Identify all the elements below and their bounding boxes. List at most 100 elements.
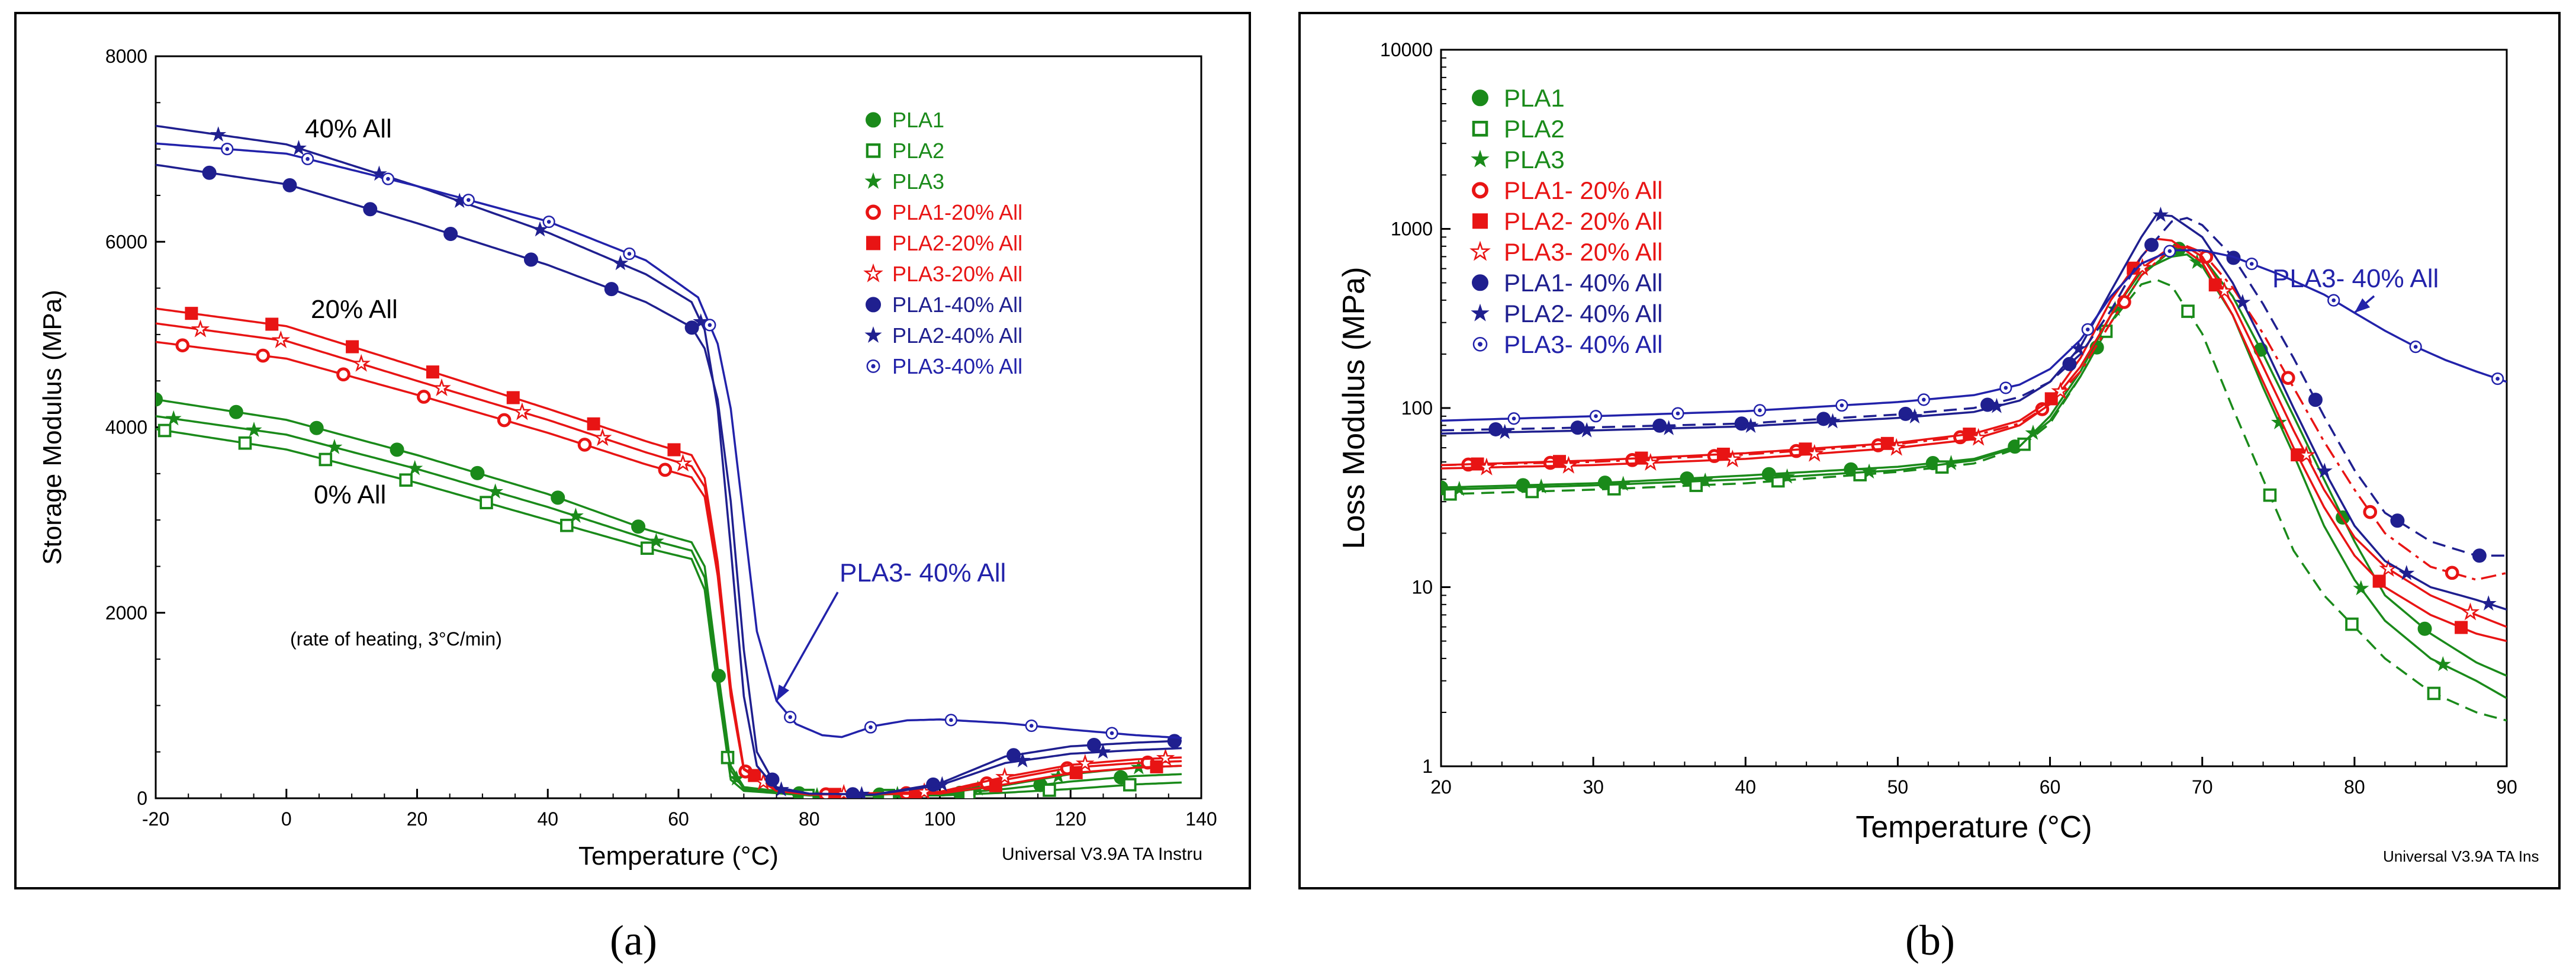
x-tick-label: -20	[142, 808, 169, 830]
series-pla3-40-all-point-dot	[2331, 298, 2336, 303]
series-pla2-point	[2345, 617, 2359, 631]
x-tick-label: 40	[537, 808, 558, 830]
series-pla2-40-all-point	[853, 786, 870, 798]
series-pla3-40-all-point-dot	[1758, 408, 1762, 413]
series-pla3-40-all-point-dot	[2167, 249, 2172, 253]
series-pla3-point	[567, 508, 584, 523]
series-pla1-40-all-point	[363, 202, 378, 217]
series-pla2-20-all-point	[346, 340, 359, 354]
y-tick-label: 8000	[105, 46, 147, 67]
series-pla3-40-all-point-dot	[2003, 386, 2008, 390]
series-pla3-point	[165, 410, 182, 426]
series-pla2-20-all-point	[506, 391, 520, 404]
x-tick-label: 90	[2496, 776, 2517, 798]
x-tick-label: 40	[1735, 776, 1756, 798]
series-pla3-40-all-point-dot	[1922, 397, 1926, 402]
series-pla3-point	[1451, 480, 1468, 496]
series-pla1-40-all-point	[202, 165, 217, 180]
series-pla2-40-all-point	[291, 140, 307, 155]
x-tick-label: 60	[2040, 776, 2061, 798]
series-pla2-20-all-point	[667, 443, 681, 457]
series-pla1-40-all-point	[2144, 237, 2159, 252]
series-pla3-40-all-point-dot	[2086, 327, 2090, 332]
series-pla3-40-all-point-dot	[1839, 403, 1844, 407]
chart-b-annotations: PLA3- 40% All	[2272, 264, 2439, 314]
series-pla3-point	[1615, 476, 1632, 492]
series-pla3-20-all-point	[352, 354, 371, 372]
series-pla3-point	[2271, 414, 2287, 429]
series-pla1-20-all-point	[2281, 371, 2295, 386]
series-pla3-line	[1441, 253, 2507, 699]
series-pla3-40-all-point-dot	[386, 176, 390, 181]
series-pla3-point	[487, 483, 504, 499]
series-pla1-20-all-point	[577, 438, 592, 452]
series-pla3-20-all-point	[1969, 428, 1988, 446]
annotation-arrow	[776, 592, 839, 702]
series-pla1-point	[390, 442, 404, 457]
legend-label: PLA2-20% All	[892, 231, 1022, 255]
series-pla3-40-all-point-dot	[1109, 731, 1114, 735]
series-pla2-20-all-point	[2291, 448, 2304, 462]
annotation-arrowhead	[2354, 298, 2371, 313]
y-tick-label: 10000	[1380, 39, 1433, 60]
series-pla2-40-all-line	[1441, 213, 2507, 611]
legend-entry-pla1-40-all: PLA1- 40% All	[1472, 269, 1663, 297]
series-pla1-40-all	[1441, 217, 2507, 563]
x-axis-label: Temperature (°C)	[1855, 810, 2092, 844]
y-tick-label: 1000	[1391, 219, 1433, 240]
series-pla1-40-all-point	[684, 320, 699, 335]
series-pla1-line	[156, 398, 1182, 796]
series-pla3-20-all-point	[432, 378, 451, 396]
series-pla3-40-all-point-dot	[949, 718, 953, 722]
series-pla3-20-all-point	[2461, 602, 2480, 621]
legend-label: PLA2	[892, 139, 944, 163]
legend-marker	[866, 204, 881, 220]
series-pla3-20-all-point	[513, 402, 532, 420]
legend-label: PLA1-20% All	[892, 200, 1022, 224]
y-tick-label: 2000	[105, 602, 147, 624]
series-pla3-40-all-point-dot	[788, 715, 792, 720]
series-pla2-40-all-point	[934, 776, 950, 792]
series-pla2-40-all-point	[693, 313, 709, 329]
series-pla3-40-all-point-dot	[2495, 377, 2500, 381]
legend-label: PLA3-40% All	[892, 354, 1022, 378]
legend-entry-pla2-20-all: PLA2-20% All	[866, 231, 1022, 255]
series-pla1-20-all-point	[2363, 505, 2378, 519]
series-pla2-40-all-point	[532, 221, 548, 237]
y-tick-label: 100	[1401, 397, 1433, 419]
series-pla1-40-all-point	[2308, 393, 2323, 407]
series-pla2-20-all-point	[185, 307, 198, 320]
x-tick-label: 80	[799, 808, 820, 830]
series-pla3-40-all-point-dot	[225, 147, 230, 151]
series-pla2-40-all-point	[612, 255, 629, 271]
series-pla3-20-all-point	[2297, 445, 2316, 464]
series-pla2-40-all-point	[2234, 294, 2251, 310]
legend-label: PLA2- 20% All	[1504, 207, 1663, 235]
legend-entry-pla3: PLA3	[1471, 146, 1565, 174]
series-pla2-40-all-point	[2316, 462, 2333, 478]
legend-marker	[864, 172, 882, 189]
series-pla1-40-all-point	[765, 772, 780, 787]
legend-marker	[866, 112, 881, 128]
series-pla3-point	[1943, 455, 1960, 470]
x-tick-label: 140	[1185, 808, 1217, 830]
series-pla3-40-all-point-dot	[1029, 724, 1034, 728]
x-tick-label: 100	[924, 808, 956, 830]
series-pla2	[156, 423, 1182, 798]
series-pla3-40-all-line	[156, 142, 1182, 739]
series-pla2-20-all-point	[1963, 428, 1976, 441]
legend-entry-pla1-40-all: PLA1-40% All	[866, 293, 1022, 317]
series-pla3-20-all-point	[593, 428, 612, 446]
series-pla1-20-all-point	[2445, 566, 2459, 580]
annotation-pla3-40-callout: PLA3- 40% All	[2272, 264, 2439, 293]
series-pla1-40-all-point	[2472, 548, 2487, 563]
series-pla2-point	[238, 436, 252, 450]
legend-label: PLA2	[1504, 115, 1565, 143]
series-pla3-20-all-point	[995, 767, 1014, 785]
legend-marker	[866, 143, 881, 158]
series-pla3-40-all-point-dot	[466, 198, 471, 202]
series-pla3-point	[2353, 580, 2369, 596]
series-pla3-20-all-point	[1887, 438, 1906, 456]
series-pla1-20-all-point	[658, 462, 673, 477]
